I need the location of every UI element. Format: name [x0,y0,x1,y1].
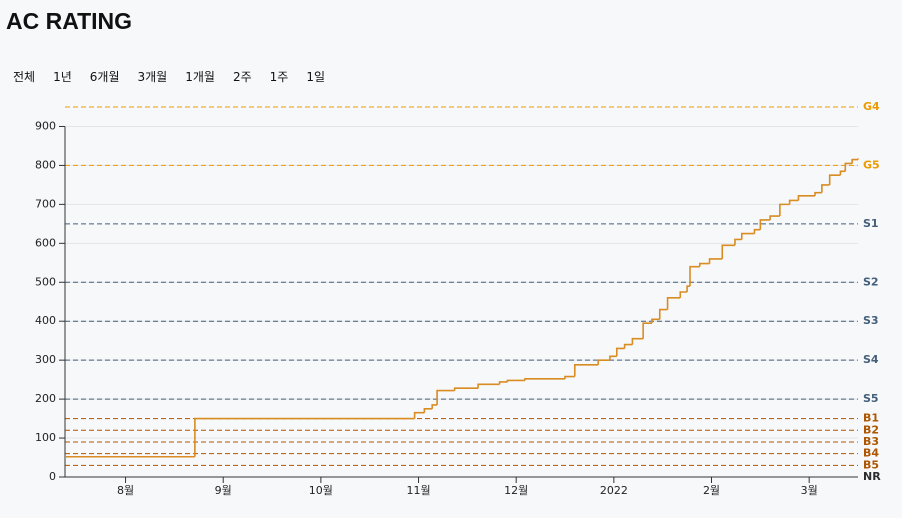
rating-step [814,191,822,196]
x-tick-label: 11월 [406,484,430,497]
tier-label: B4 [863,447,879,460]
rating-step [679,291,688,298]
rating-step [844,162,853,172]
tier-label: NR [863,470,881,483]
x-tick-label: 12월 [504,484,528,497]
y-tick-label: 400 [35,314,56,327]
x-tick-label: 9월 [215,484,232,497]
rating-step [698,262,710,267]
x-tick-label: 8월 [117,484,134,497]
rating-step [734,238,742,246]
rating-step [851,158,858,164]
tier-label: G5 [863,158,880,171]
rating-step [797,195,816,201]
y-tick-label: 100 [35,431,56,444]
rating-step [453,387,479,391]
rating-step [759,219,771,230]
rating-step [631,337,644,345]
rating-step [686,285,691,292]
y-tick-label: 900 [35,119,56,132]
rating-step [839,170,846,176]
tier-label: G4 [863,100,880,113]
y-tick-label: 800 [35,158,56,171]
rating-step [413,411,425,419]
rating-step [779,203,790,217]
filter-button[interactable]: 1개월 [176,66,224,87]
rating-step [828,174,841,185]
rating-step [753,228,761,234]
rating-step [666,297,681,310]
rating-step [431,404,438,409]
rating-step [597,359,610,365]
y-tick-label: 700 [35,197,56,210]
rating-step [689,265,700,287]
y-tick-label: 600 [35,236,56,249]
rating-step [623,343,633,349]
rating-step [769,215,780,220]
rating-step [721,244,735,259]
filter-button[interactable]: 6개월 [81,66,129,87]
filter-button[interactable]: 3개월 [129,66,177,87]
rating-step [436,389,455,405]
y-tick-label: 0 [49,470,56,483]
filter-button[interactable]: 1주 [261,66,298,87]
rating-step [821,184,830,193]
x-tick-label: 2월 [703,484,720,497]
page-title: AC RATING [6,8,133,34]
rating-step [708,258,723,264]
tier-label: B1 [863,412,879,425]
rating-step [194,417,415,457]
rating-step [498,381,508,385]
y-tick-label: 300 [35,353,56,366]
rating-step [740,232,755,240]
rating-step [506,379,525,382]
rating-step [564,375,575,379]
rating-step [788,199,799,205]
filter-button[interactable]: 1년 [44,66,81,87]
rating-step [524,378,566,381]
filter-bar: 전체 1년 6개월 3개월 1개월 2주 1주 1일 [4,66,334,87]
tier-label: S1 [863,217,879,230]
tier-label: B2 [863,423,879,436]
rating-step [477,383,500,389]
rating-step [609,355,617,361]
tier-label: S4 [863,353,879,366]
tier-label: B5 [863,458,879,471]
tier-label: S5 [863,392,879,405]
tier-label: B3 [863,435,879,448]
rating-step [658,308,668,320]
filter-button[interactable]: 2주 [224,66,261,87]
x-tick-label: 10월 [309,484,333,497]
rating-step [423,408,433,413]
tier-label: S2 [863,275,879,288]
y-tick-label: 200 [35,392,56,405]
filter-button[interactable]: 전체 [4,66,44,87]
x-tick-label: 3월 [801,484,818,497]
tier-label: S3 [863,314,879,327]
rating-step [573,364,599,377]
rating-step [651,318,660,324]
rating-step [615,347,625,357]
x-tick-label: 2022 [600,484,628,497]
y-tick-label: 500 [35,275,56,288]
rating-step [642,322,652,339]
filter-button[interactable]: 1일 [297,66,334,87]
